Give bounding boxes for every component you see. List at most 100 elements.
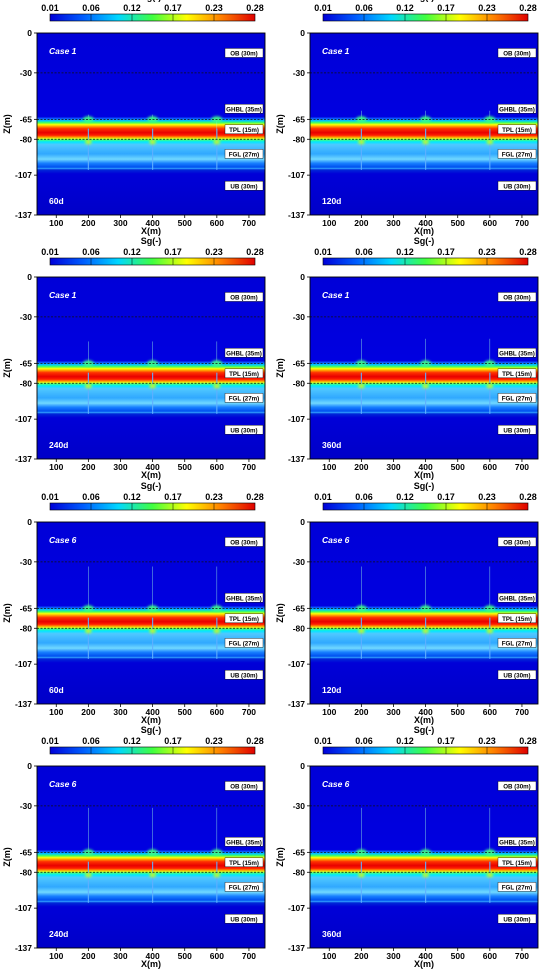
x-tick-label: 600 [483,951,497,961]
layer-label-box [497,882,537,892]
layer-label-box [224,368,264,379]
colorbar-tick-label: 0.28 [519,247,537,257]
layer-label: TPL (15m) [502,371,532,378]
well-bulb [213,139,221,145]
layer-label: OB (30m) [503,295,531,302]
layer-label: FGL (27m) [502,395,532,402]
layer-label: GHBL (35m) [226,595,262,602]
layer-label: TPL (15m) [229,616,259,623]
layer-label: UB (30m) [230,427,257,434]
well-bulb [213,383,221,389]
layer-label-box [497,292,537,302]
colorbar-tick-label: 0.06 [355,3,373,13]
y-tick-label: -80 [20,867,33,877]
x-tick-label: 200 [354,951,368,961]
layer-label: TPL (15m) [229,127,259,134]
y-axis-label: Z(m) [275,114,285,134]
colorbar [49,502,256,511]
x-tick-label: 200 [354,218,368,228]
well-bulb [422,383,430,389]
x-axis-label: X(m) [141,959,161,969]
colorbar-title: Sg(-) [141,0,162,2]
layer-label: OB (30m) [230,51,258,58]
y-tick-label: -137 [288,454,305,464]
layer-label-box [224,837,264,847]
x-axis-label: X(m) [414,715,434,725]
y-tick-label: -80 [20,378,33,388]
gas-mound [355,849,367,856]
colorbar-tick-label: 0.06 [82,247,100,257]
well-bulb [357,872,365,878]
layer-label-box [497,638,537,648]
x-tick-label: 300 [386,951,400,961]
y-tick-label: 0 [27,517,32,527]
layer-label: GHBL (35m) [499,839,535,846]
x-tick-label: 400 [419,462,433,472]
y-tick-label: -65 [20,358,33,368]
layer-label: OB (30m) [503,540,531,547]
layer-label-box [497,104,537,114]
time-label: 240d [49,440,68,450]
y-tick-label: -80 [293,867,306,877]
layer-label-box [224,48,264,58]
time-label: 120d [322,685,341,695]
case-label: Case 6 [322,535,350,545]
layer-label: OB (30m) [503,784,531,791]
layer-label: TPL (15m) [229,860,259,867]
layer-label: OB (30m) [503,51,531,58]
case-label: Case 1 [49,290,77,300]
y-tick-label: -65 [293,358,306,368]
x-tick-label: 400 [146,462,160,472]
x-tick-label: 600 [483,218,497,228]
well-bulb [357,383,365,389]
colorbar-tick-label: 0.12 [123,3,141,13]
layer-label: UB (30m) [503,427,530,434]
well-bulb [357,628,365,634]
y-tick-label: -107 [288,903,305,913]
y-tick-label: -80 [293,623,306,633]
colorbar-tick-label: 0.23 [205,247,223,257]
layer-label-box [224,149,264,159]
well-bulb [84,872,92,878]
x-tick-label: 400 [146,707,160,717]
layer-label-box [497,149,537,159]
x-tick-label: 700 [515,218,529,228]
layer-label-box [224,425,264,435]
colorbar-tick-label: 0.23 [478,247,496,257]
layer-label-box [224,882,264,892]
colorbar-tick-label: 0.17 [437,3,455,13]
plot-frame [36,32,266,216]
x-tick-label: 100 [49,218,63,228]
y-tick-label: -80 [20,623,33,633]
gas-mound [355,605,367,612]
plot-frame [36,765,266,949]
layer-label: FGL (27m) [229,151,259,158]
case-label: Case 6 [49,535,77,545]
x-tick-label: 300 [113,218,127,228]
x-tick-label: 700 [515,462,529,472]
x-tick-label: 500 [451,707,465,717]
well-bulb [84,628,92,634]
x-tick-label: 700 [515,707,529,717]
case-label: Case 6 [322,779,350,789]
x-tick-label: 200 [354,707,368,717]
colorbar-tick-label: 0.12 [123,247,141,257]
layer-label: TPL (15m) [229,371,259,378]
colorbar [322,746,529,755]
panel-case1-240d: Sg(-) 0.01 0.06 0.12 0.17 0.23 0.28 OB (30m) GHB… [2,236,266,480]
colorbar-tick-label: 0.01 [41,3,59,13]
y-tick-label: -30 [293,557,306,567]
panel-case1-60d: Sg(-) 0.01 0.06 0.12 0.17 0.23 0.28 OB (30m) GHB… [2,0,266,236]
colorbar-tick-label: 0.01 [314,736,332,746]
layer-label: OB (30m) [230,784,258,791]
case-label: Case 6 [49,779,77,789]
case-label: Case 1 [322,290,350,300]
x-tick-label: 200 [81,218,95,228]
x-tick-label: 600 [210,462,224,472]
colorbar-tick-label: 0.06 [82,736,100,746]
colorbar-tick-label: 0.23 [478,3,496,13]
colorbar-title: Sg(-) [414,725,435,735]
layer-label: OB (30m) [230,540,258,547]
colorbar-tick-label: 0.17 [164,492,182,502]
colorbar-tick-label: 0.06 [355,492,373,502]
